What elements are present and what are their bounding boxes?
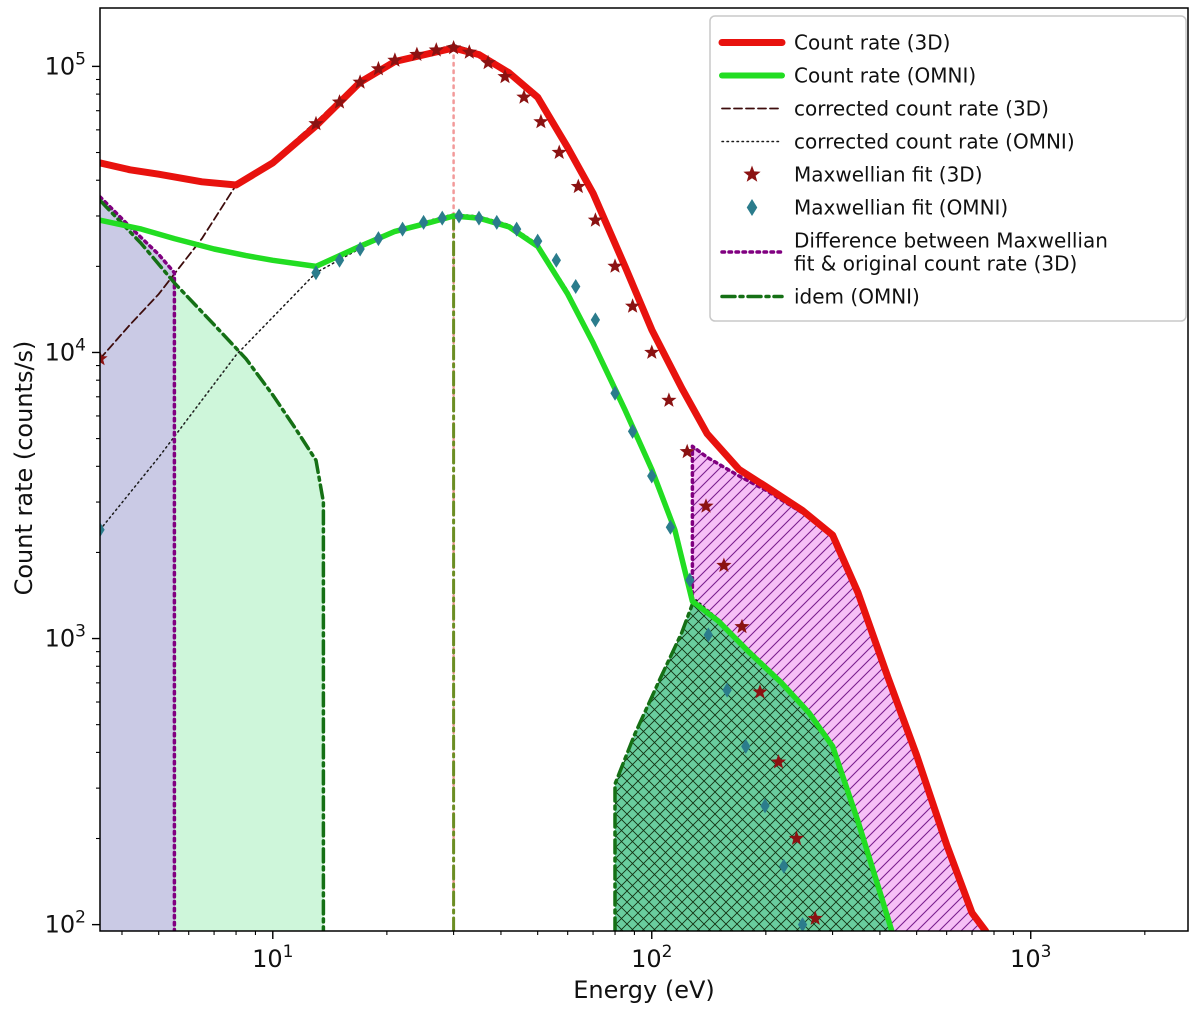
difference-region-omni-high-energy-hatch	[615, 604, 892, 931]
x-tick-label: 101	[252, 942, 293, 973]
series-count-rate-3d	[100, 44, 990, 931]
legend-label: Maxwellian fit (3D)	[794, 163, 983, 187]
y-axis-label: Count rate (counts/s)	[10, 340, 38, 596]
axes: 101 102 103 102 103 104 105	[45, 7, 1189, 973]
scatter-maxwellian-fit-omni	[100, 208, 808, 931]
legend-label: corrected count rate (3D)	[794, 97, 1049, 121]
x-tick-label: 102	[631, 942, 672, 973]
series-difference-omni-low-energy	[100, 198, 326, 931]
y-tick-label: 102	[45, 908, 86, 939]
legend-label: Difference between Maxwellian fit & origi…	[794, 229, 1108, 276]
y-tick-label: 103	[45, 622, 86, 653]
legend-label: Count rate (OMNI)	[794, 64, 976, 88]
scatter-maxwellian-fit-3d	[100, 40, 823, 925]
series-difference-omni-high-energy	[613, 602, 695, 931]
legend-label: corrected count rate (OMNI)	[794, 130, 1075, 154]
difference-region-omni-low-energy	[174, 282, 324, 931]
series-difference-3d-low-energy	[100, 195, 177, 931]
plot-area	[100, 40, 990, 931]
legend: Count rate (3D) Count rate (OMNI) correcte…	[709, 15, 1187, 322]
legend-label: Count rate (3D)	[794, 31, 950, 55]
x-tick-label: 103	[1010, 942, 1051, 973]
legend-label: Maxwellian fit (OMNI)	[794, 196, 1008, 220]
series-count-rate-omni	[100, 213, 895, 931]
difference-region-3d-high-energy-hatch	[692, 446, 986, 931]
x-axis-label: Energy (eV)	[573, 976, 715, 1004]
difference-region-3d-low-energy	[100, 196, 175, 931]
legend-label: idem (OMNI)	[794, 285, 920, 309]
y-tick-label: 104	[45, 335, 86, 366]
y-tick-label: 105	[45, 49, 86, 80]
